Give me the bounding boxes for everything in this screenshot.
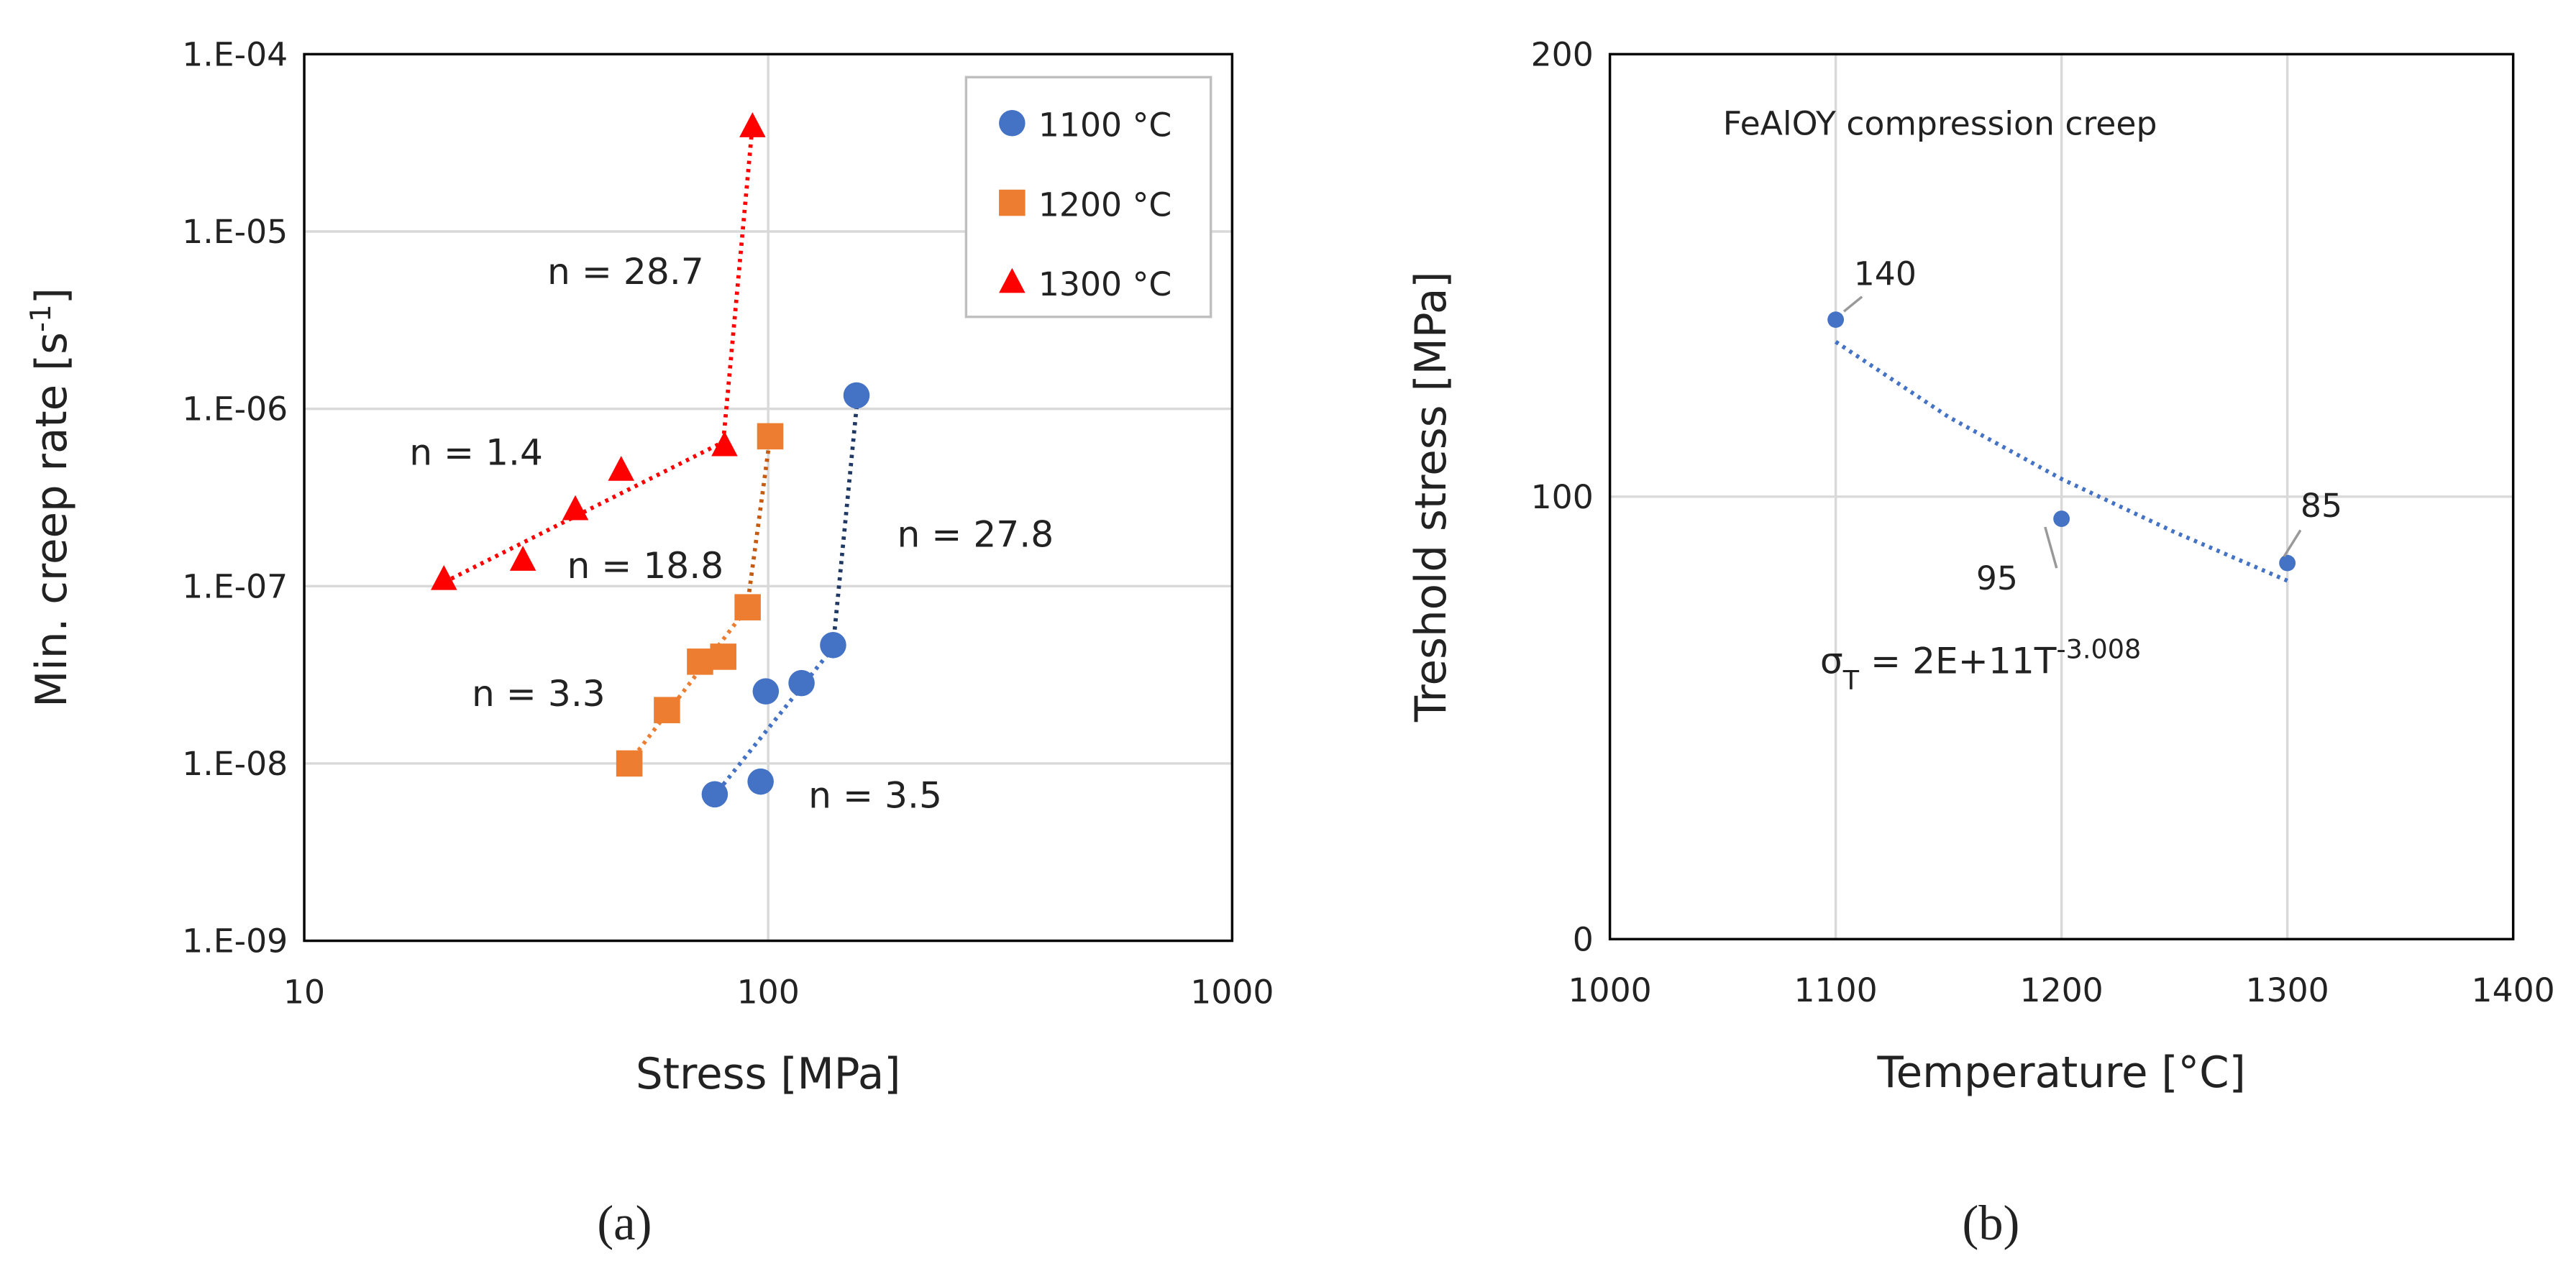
y-axis-label-part: Min. creep rate [s bbox=[27, 332, 77, 707]
x-tick-label: 1400 bbox=[2472, 971, 2555, 1009]
x-tick-label: 1300 bbox=[2246, 971, 2329, 1009]
data-label: 85 bbox=[2301, 487, 2342, 525]
legend-marker bbox=[999, 267, 1026, 293]
trend-line bbox=[626, 607, 749, 765]
y-tick-label: 1.E-04 bbox=[182, 35, 288, 73]
caption: (a) bbox=[597, 1196, 652, 1250]
trend-line bbox=[1835, 340, 2288, 583]
trend-line bbox=[831, 394, 860, 646]
plot-frame bbox=[303, 52, 1234, 943]
y-axis-label: Treshold stress [MPa] bbox=[1407, 271, 1456, 723]
fit-label: n = 3.3 bbox=[472, 672, 606, 715]
leader-line bbox=[1842, 295, 1863, 313]
point bbox=[701, 781, 729, 808]
leader-line bbox=[2044, 526, 2058, 569]
equation-part: σ bbox=[1820, 639, 1843, 682]
x-tick-label: 1000 bbox=[1190, 973, 1274, 1011]
equation-part: = 2E+11T bbox=[1859, 639, 2057, 682]
point bbox=[739, 112, 766, 137]
legend-label: 1100 °C bbox=[1038, 106, 1171, 145]
x-tick-label: 1200 bbox=[2020, 971, 2104, 1009]
x-axis-label: Stress [MPa] bbox=[636, 1050, 900, 1099]
point bbox=[654, 697, 680, 723]
point bbox=[757, 423, 784, 450]
plot-frame bbox=[1608, 52, 2515, 940]
x-tick-label: 1000 bbox=[1568, 971, 1652, 1009]
x-tick-label: 1100 bbox=[1794, 971, 1878, 1009]
chart-title: FeAlOY compression creep bbox=[1723, 104, 2157, 142]
fit-label: n = 1.4 bbox=[409, 431, 543, 473]
x-axis-label: Temperature [°C] bbox=[1876, 1048, 2245, 1098]
legend-marker bbox=[999, 189, 1026, 216]
point bbox=[820, 632, 846, 659]
point bbox=[616, 750, 643, 777]
trend-line bbox=[716, 646, 835, 792]
point bbox=[562, 495, 589, 521]
point bbox=[431, 564, 457, 590]
point bbox=[687, 648, 713, 675]
point bbox=[2279, 554, 2296, 572]
point bbox=[608, 456, 634, 481]
point bbox=[843, 382, 870, 409]
data-label: 95 bbox=[1976, 559, 2018, 597]
data-label: 140 bbox=[1854, 255, 1917, 293]
point bbox=[734, 594, 761, 620]
y-tick-label: 0 bbox=[1573, 920, 1594, 958]
fit-label: n = 3.5 bbox=[808, 774, 942, 817]
x-tick-label: 10 bbox=[283, 973, 325, 1011]
trend-line bbox=[744, 436, 772, 609]
point bbox=[711, 431, 738, 457]
point bbox=[710, 643, 736, 670]
y-tick-label: 100 bbox=[1531, 478, 1594, 516]
equation-part: -3.008 bbox=[2057, 633, 2142, 664]
y-tick-label: 1.E-08 bbox=[182, 745, 288, 783]
y-axis-label-part: Treshold stress [MPa] bbox=[1407, 271, 1456, 723]
equation-part: T bbox=[1842, 664, 1860, 695]
x-tick-label: 100 bbox=[737, 973, 800, 1011]
leader-line bbox=[2283, 529, 2302, 557]
y-tick-label: 1.E-05 bbox=[182, 213, 288, 251]
fit-label: n = 18.8 bbox=[567, 544, 723, 587]
point bbox=[747, 768, 774, 795]
legend-label: 1300 °C bbox=[1038, 265, 1171, 303]
fit-label: n = 28.7 bbox=[547, 250, 704, 293]
point bbox=[2053, 510, 2070, 528]
y-axis-label-part: ] bbox=[27, 288, 77, 304]
legend-label: 1200 °C bbox=[1038, 185, 1171, 224]
point bbox=[788, 669, 815, 697]
y-tick-label: 1.E-07 bbox=[182, 567, 288, 605]
y-tick-label: 200 bbox=[1531, 35, 1594, 73]
y-tick-label: 1.E-09 bbox=[182, 922, 288, 961]
caption: (b) bbox=[1962, 1196, 2019, 1250]
trend-line bbox=[721, 124, 755, 443]
y-axis-label-part: -1 bbox=[24, 304, 57, 332]
point bbox=[1827, 311, 1845, 329]
equation: σT = 2E+11T-3.008 bbox=[1820, 633, 2141, 695]
y-tick-label: 1.E-06 bbox=[182, 390, 288, 428]
legend-marker bbox=[999, 110, 1026, 137]
fit-label: n = 27.8 bbox=[897, 513, 1054, 555]
y-axis-label: Min. creep rate [s-1] bbox=[24, 288, 77, 707]
point bbox=[752, 678, 780, 705]
point bbox=[509, 546, 536, 571]
